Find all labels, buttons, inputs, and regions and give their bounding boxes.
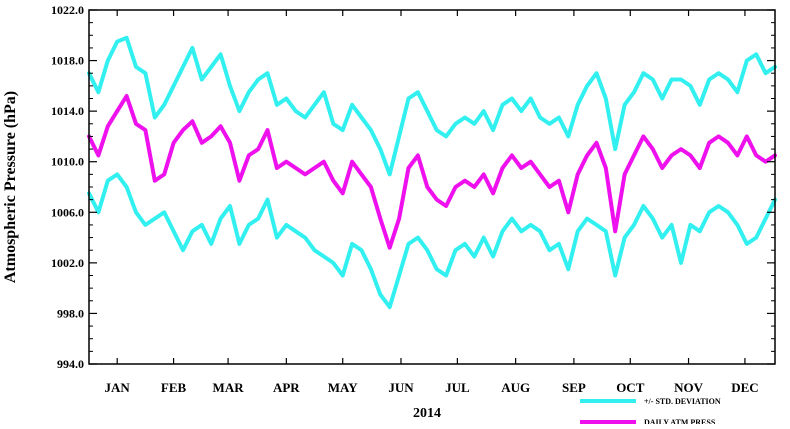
series-line-1	[87, 35, 777, 177]
y-tick-label: 1006.0	[51, 205, 84, 219]
x-tick-label: JUN	[388, 380, 414, 395]
y-tick-label: 994.0	[57, 357, 84, 371]
y-tick-label: 1002.0	[51, 256, 84, 270]
y-tick-label: 1018.0	[51, 54, 84, 68]
legend: +/- STD. DEVIATION DAILY ATM PRESS	[580, 397, 721, 427]
y-axis: 994.0 998.0 1002.0 1006.0 1010.0 1014.0 1018.0…	[51, 3, 775, 371]
x-tick-label: OCT	[616, 380, 645, 395]
legend-label: +/- STD. DEVIATION	[644, 397, 721, 406]
x-axis: JAN FEB MAR APR MAY JUN JUL AUG SEP OCT NOV DEC	[105, 10, 759, 395]
x-tick-label: DEC	[731, 380, 758, 395]
y-tick-label: 1014.0	[51, 104, 84, 118]
series-line-2	[87, 172, 777, 310]
x-tick-label: APR	[273, 380, 300, 395]
y-tick-label: 998.0	[57, 306, 84, 320]
plot-frame	[88, 9, 776, 365]
x-tick-label: NOV	[674, 380, 704, 395]
x-axis-label: 2014	[413, 406, 441, 421]
legend-label: DAILY ATM PRESS	[644, 418, 716, 424]
series-line-0	[87, 94, 777, 250]
x-tick-label: FEB	[161, 380, 187, 395]
x-tick-label: JAN	[105, 380, 131, 395]
x-tick-label: SEP	[562, 380, 586, 395]
y-tick-label: 1022.0	[51, 3, 84, 17]
series-layer	[87, 35, 777, 310]
y-tick-label: 1010.0	[51, 155, 84, 169]
x-tick-label: MAY	[328, 380, 358, 395]
x-tick-label: JUL	[445, 380, 470, 395]
x-tick-label: MAR	[213, 380, 245, 395]
y-axis-label: Atmospheric Pressure (hPa)	[2, 91, 19, 283]
x-tick-label: AUG	[501, 380, 530, 395]
